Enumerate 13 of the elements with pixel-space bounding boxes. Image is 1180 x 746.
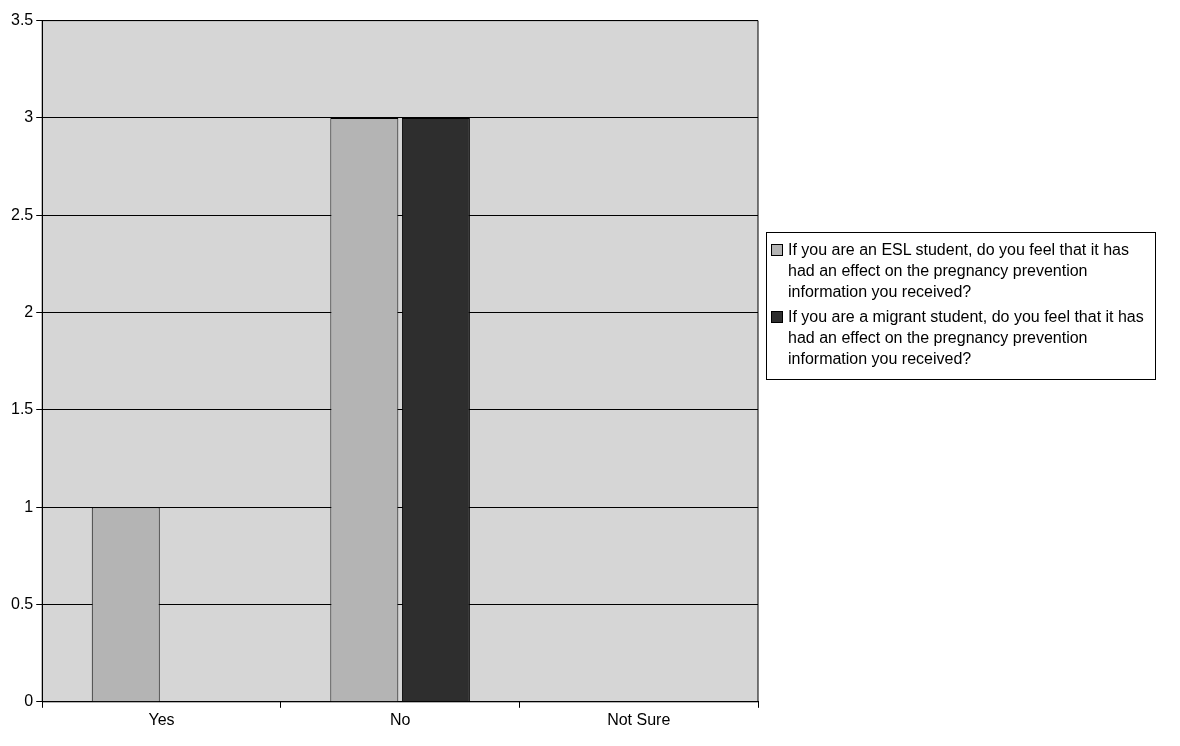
legend-label: If you are an ESL student, do you feel that it has had an effect on the pregnancy prevention information you received?: [788, 239, 1130, 302]
y-tick-label: 3.5: [10, 11, 34, 29]
x-tick-label: Yes: [148, 710, 175, 728]
y-tick-label: 1.5: [10, 400, 34, 418]
x-tick-label: Not Sure: [607, 710, 671, 728]
y-tick-label: 3: [24, 108, 34, 126]
x-tick-label: No: [389, 710, 411, 728]
legend-label: If you are a migrant student, do you feel that it has had an effect on the pregnancy prevention information you received?: [788, 306, 1145, 369]
y-tick-label: 0.5: [10, 594, 34, 612]
y-tick-label: 2.5: [10, 205, 34, 223]
y-tick-label: 2: [24, 302, 34, 320]
y-tick-label: 1: [24, 497, 34, 515]
y-tick-label: 0: [24, 692, 34, 710]
